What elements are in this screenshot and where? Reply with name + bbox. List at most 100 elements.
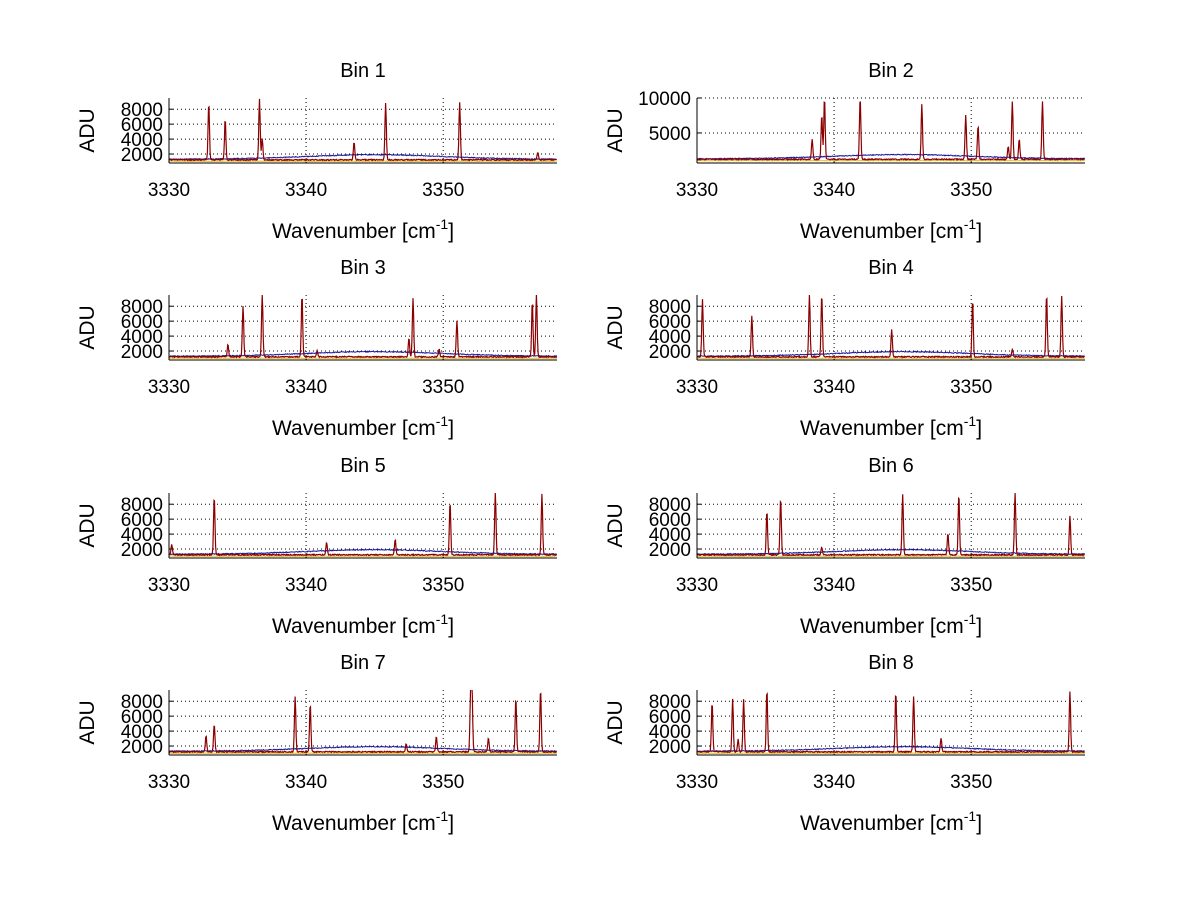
x-tick-label: 3350: [422, 377, 464, 398]
x-axis-label-close: ]: [448, 615, 454, 638]
x-axis-label-text: Wavenumber [cm: [272, 220, 436, 243]
y-tick-label: 6000: [649, 312, 691, 333]
x-tick-label: 3340: [285, 575, 327, 596]
x-tick-label: 3340: [813, 180, 855, 201]
axes-background: [697, 690, 1085, 755]
x-tick-label: 3330: [148, 772, 190, 793]
x-axis-label: Wavenumber [cm-1]: [800, 413, 982, 440]
series-spectrum: [169, 98, 557, 162]
x-axis-label: Wavenumber [cm-1]: [800, 216, 982, 243]
y-tick-label: 8000: [121, 495, 163, 516]
x-axis-label-close: ]: [448, 220, 454, 243]
x-tick-label: 3340: [285, 180, 327, 201]
x-tick-label: 3330: [676, 377, 718, 398]
y-axis-label: ADU: [76, 503, 99, 547]
x-tick-label: 3350: [422, 575, 464, 596]
x-tick-label: 3350: [950, 575, 992, 596]
y-tick-label: 8000: [121, 692, 163, 713]
series-baseline-low: [169, 160, 557, 163]
y-tick-label: 10000: [638, 89, 691, 110]
y-tick-label: 4000: [121, 130, 163, 151]
y-tick-label: 6000: [121, 707, 163, 728]
x-tick-label: 3350: [950, 772, 992, 793]
x-tick-label: 3340: [285, 772, 327, 793]
y-axis-label: ADU: [604, 503, 627, 547]
x-tick-label: 3330: [148, 180, 190, 201]
subplot-title: Bin 5: [340, 455, 386, 477]
x-axis-label-superscript: -1: [964, 808, 977, 824]
x-axis-label-superscript: -1: [436, 413, 449, 429]
y-tick-label: 8000: [121, 100, 163, 121]
y-axis-label: ADU: [604, 305, 627, 349]
x-tick-label: 3330: [676, 575, 718, 596]
x-tick-label: 3340: [813, 575, 855, 596]
x-axis-label-close: ]: [976, 220, 982, 243]
y-axis-label: ADU: [604, 700, 627, 744]
x-tick-label: 3350: [950, 180, 992, 201]
axes-background: [169, 493, 557, 558]
x-axis-label-superscript: -1: [964, 413, 977, 429]
series-baseline-low: [169, 752, 557, 755]
x-axis-label-superscript: -1: [436, 611, 449, 627]
y-tick-label: 6000: [121, 312, 163, 333]
y-axis-label: ADU: [76, 700, 99, 744]
x-axis-label-text: Wavenumber [cm: [272, 812, 436, 835]
y-axis-label: ADU: [76, 305, 99, 349]
y-tick-label: 8000: [649, 692, 691, 713]
series-baseline-low: [169, 357, 557, 360]
series-spectrum: [169, 690, 557, 754]
series-spectrum: [697, 493, 1085, 557]
y-tick-label: 2000: [649, 540, 691, 561]
y-axis-label: ADU: [604, 108, 627, 152]
axes-background: [169, 690, 557, 755]
series-spectrum: [169, 295, 557, 359]
x-axis-label-superscript: -1: [436, 808, 449, 824]
y-axis-label: ADU: [76, 108, 99, 152]
x-axis-label: Wavenumber [cm-1]: [272, 216, 454, 243]
series-spectrum: [697, 691, 1085, 754]
y-tick-label: 4000: [121, 327, 163, 348]
x-tick-label: 3350: [950, 377, 992, 398]
x-tick-label: 3330: [148, 377, 190, 398]
series-reference: [697, 548, 1085, 556]
series-reference: [169, 745, 557, 753]
y-tick-label: 2000: [121, 540, 163, 561]
y-tick-label: 2000: [121, 145, 163, 166]
axes-background: [169, 98, 557, 163]
x-axis-label: Wavenumber [cm-1]: [272, 413, 454, 440]
x-axis-label-text: Wavenumber [cm: [272, 417, 436, 440]
y-tick-label: 8000: [121, 297, 163, 318]
series-reference: [169, 153, 557, 161]
x-axis-label-superscript: -1: [964, 611, 977, 627]
y-tick-label: 4000: [649, 525, 691, 546]
y-tick-label: 2000: [649, 342, 691, 363]
x-axis-label-close: ]: [448, 417, 454, 440]
y-tick-label: 6000: [121, 115, 163, 136]
series-spectrum: [697, 295, 1085, 359]
x-axis-label: Wavenumber [cm-1]: [800, 808, 982, 835]
y-tick-label: 6000: [649, 510, 691, 531]
x-tick-label: 3340: [285, 377, 327, 398]
x-tick-label: 3330: [676, 772, 718, 793]
x-axis-label-superscript: -1: [436, 216, 449, 232]
series-baseline-low: [697, 752, 1085, 755]
y-tick-label: 6000: [121, 510, 163, 531]
x-axis-label-close: ]: [976, 812, 982, 835]
x-axis-label-text: Wavenumber [cm: [800, 220, 964, 243]
x-axis-label-close: ]: [976, 417, 982, 440]
x-axis-label-text: Wavenumber [cm: [272, 615, 436, 638]
x-axis-label-text: Wavenumber [cm: [800, 615, 964, 638]
x-axis-label: Wavenumber [cm-1]: [272, 611, 454, 638]
x-axis-label-superscript: -1: [964, 216, 977, 232]
subplot-title: Bin 7: [340, 652, 386, 674]
x-axis-label-close: ]: [976, 615, 982, 638]
axes-background: [697, 493, 1085, 558]
axes-background: [697, 98, 1085, 163]
